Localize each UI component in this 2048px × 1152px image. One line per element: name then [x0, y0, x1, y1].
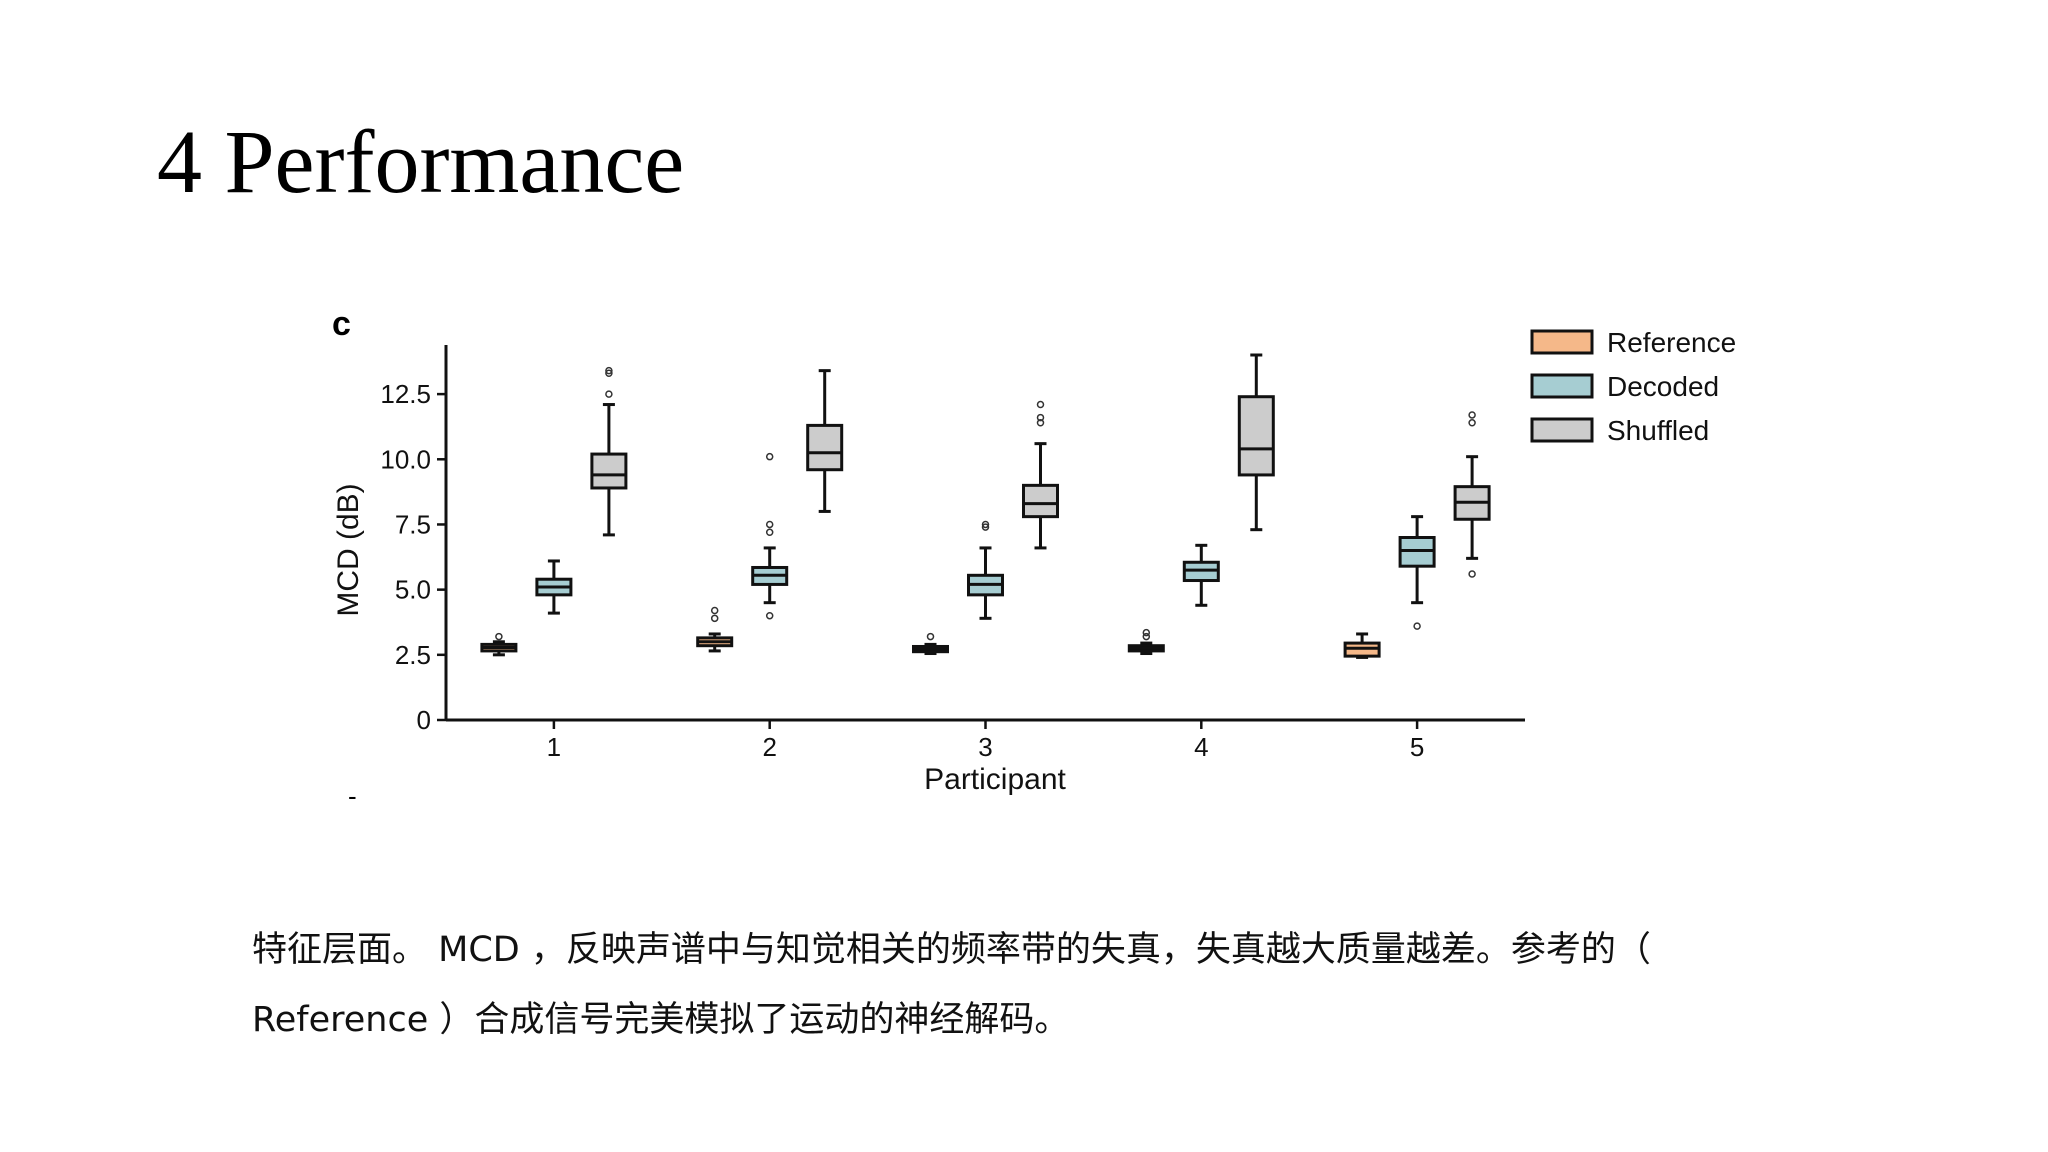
outlier-point — [605, 390, 613, 398]
boxes — [480, 353, 1491, 659]
legend-swatch — [1530, 417, 1594, 443]
outlier-point — [926, 632, 935, 641]
slide-title: 4 Performance — [157, 113, 685, 212]
y-axis-label: MCD (dB) — [332, 483, 365, 616]
outlier-point — [710, 606, 719, 615]
x-tick-label: 1 — [547, 732, 561, 762]
outlier-point — [1468, 570, 1476, 578]
outlier-point — [1036, 413, 1045, 422]
x-tick-label: 5 — [1410, 732, 1424, 762]
outlier-point — [1036, 400, 1045, 409]
outlier-point — [981, 523, 990, 531]
legend-swatch — [1530, 329, 1594, 355]
box-iqr — [1237, 395, 1275, 477]
box-reference-5 — [1343, 632, 1381, 659]
outlier-point — [1468, 419, 1476, 427]
outlier-point — [765, 520, 774, 529]
outlier-point — [765, 452, 774, 461]
box-shuffled-5 — [1453, 411, 1491, 578]
outlier-point — [1468, 411, 1476, 419]
legend-item-decoded: Decoded — [1530, 371, 1719, 402]
y-tick-label: 0 — [417, 705, 431, 735]
x-tick-label: 4 — [1194, 732, 1208, 762]
outlier-point — [605, 366, 613, 375]
y-tick-label: 7.5 — [395, 509, 431, 539]
x-tick-label: 3 — [978, 732, 992, 762]
box-decoded-1 — [535, 559, 573, 615]
legend-label: Shuffled — [1607, 415, 1709, 446]
y-tick-label: 5.0 — [395, 575, 431, 605]
outlier-point — [765, 528, 774, 537]
box-iqr — [590, 452, 628, 490]
box-decoded-5 — [1398, 515, 1436, 630]
boxplot-figure: c - MCD (dB) Participant 0 2.5 5.0 7.5 10.0 1… — [310, 295, 1760, 825]
y-tick-label: 2.5 — [395, 640, 431, 670]
outlier-point — [495, 632, 503, 641]
box-reference-4 — [1127, 628, 1165, 656]
x-axis-label: Participant — [924, 763, 1066, 796]
box-iqr — [1022, 483, 1059, 519]
box-reference-3 — [912, 632, 949, 656]
outlier-point — [765, 611, 774, 620]
y-tick-label: 12.5 — [380, 379, 431, 409]
legend-label: Decoded — [1607, 371, 1719, 402]
outlier-point — [1413, 622, 1421, 630]
legend-swatch — [1530, 373, 1594, 399]
box-iqr — [806, 423, 844, 472]
outlier-point — [1142, 632, 1151, 641]
box-decoded-2 — [751, 452, 789, 620]
legend: Reference Decoded Shuffled — [1530, 327, 1736, 446]
outlier-point — [981, 520, 990, 529]
box-reference-1 — [480, 632, 518, 657]
caption-text: 特征层面。 MCD ，反映声谱中与知觉相关的频率带的失真，失真越大质量越差。参考… — [252, 930, 1651, 1040]
box-decoded-4 — [1182, 543, 1220, 607]
box-decoded-3 — [967, 520, 1004, 620]
outlier-point — [710, 614, 719, 623]
outlier-point — [605, 369, 613, 377]
box-shuffled-2 — [806, 369, 844, 513]
y-tick-label: 10.0 — [380, 444, 431, 474]
x-tick-label: 2 — [762, 732, 776, 762]
box-shuffled-1 — [590, 366, 628, 537]
stray-mark: - — [348, 781, 357, 811]
mcd-boxplot: c - MCD (dB) Participant 0 2.5 5.0 7.5 10.0 1… — [332, 305, 1736, 811]
axes: 0 2.5 5.0 7.5 10.0 12.5 1 2 3 4 5 — [380, 345, 1525, 762]
box-shuffled-4 — [1237, 353, 1275, 532]
box-reference-2 — [696, 606, 734, 653]
outlier-point — [1036, 419, 1045, 427]
legend-label: Reference — [1607, 327, 1736, 358]
outlier-point — [1142, 628, 1151, 637]
legend-item-reference: Reference — [1530, 327, 1736, 358]
legend-item-shuffled: Shuffled — [1530, 415, 1709, 446]
box-shuffled-3 — [1022, 400, 1059, 550]
panel-label: c — [332, 305, 351, 343]
